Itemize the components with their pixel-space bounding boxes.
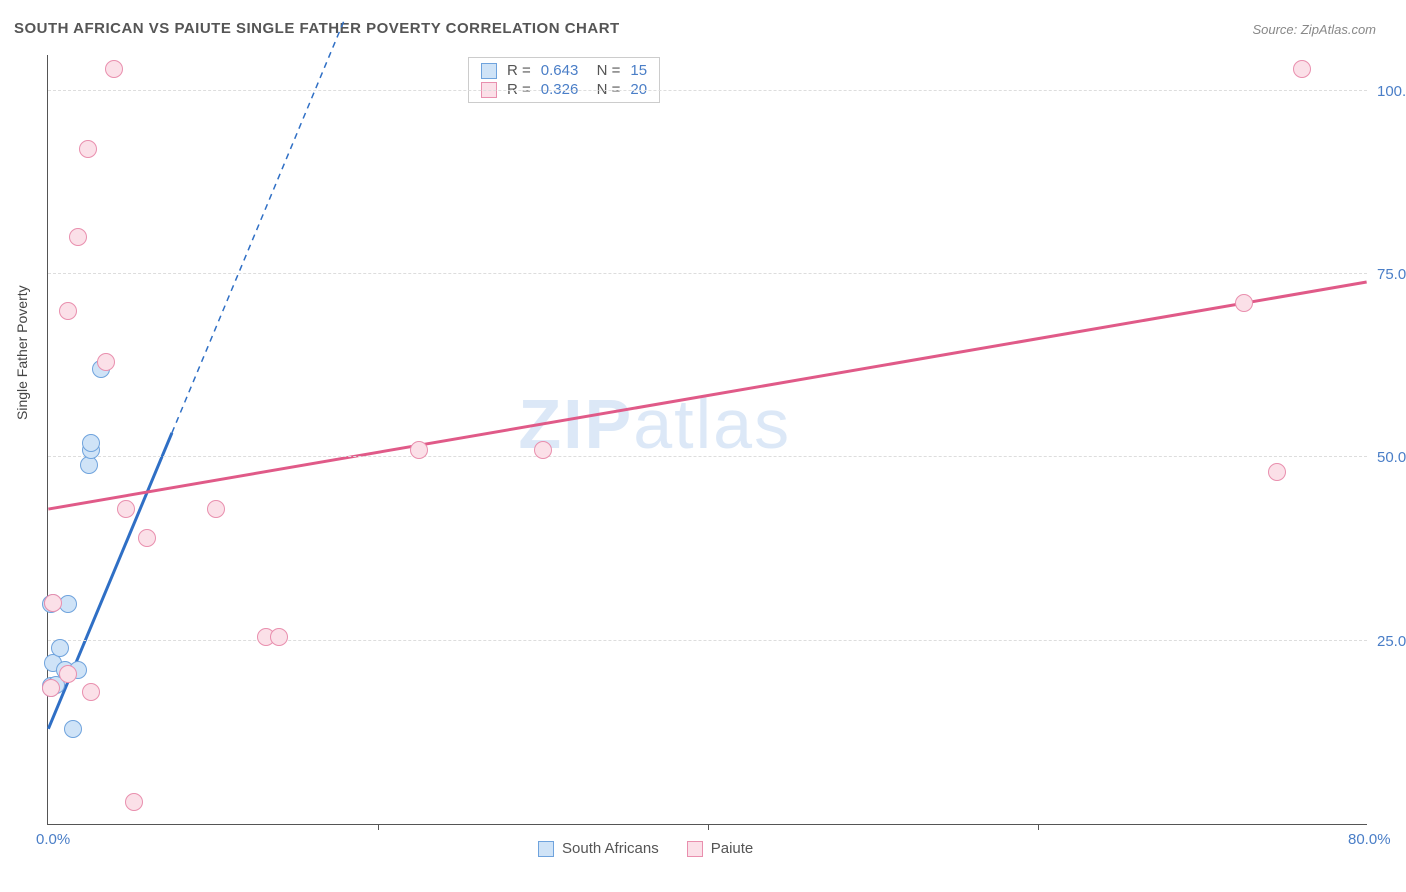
scatter-point bbox=[97, 353, 115, 371]
source-label: Source: ZipAtlas.com bbox=[1252, 22, 1376, 37]
scatter-point bbox=[51, 639, 69, 657]
legend-series-label: Paiute bbox=[711, 840, 754, 857]
legend-stats-row: R = 0.643 N = 15 bbox=[481, 62, 647, 79]
scatter-point bbox=[117, 500, 135, 518]
scatter-point bbox=[44, 594, 62, 612]
x-tick bbox=[708, 824, 709, 830]
x-tick bbox=[378, 824, 379, 830]
plot-area: ZIPatlas R = 0.643 N = 15R = 0.326 N = 2… bbox=[47, 55, 1367, 825]
scatter-point bbox=[59, 302, 77, 320]
watermark-light: atlas bbox=[633, 385, 791, 463]
gridline-h bbox=[48, 90, 1367, 91]
x-tick-label: 0.0% bbox=[36, 831, 70, 848]
scatter-point bbox=[42, 679, 60, 697]
x-tick bbox=[1038, 824, 1039, 830]
gridline-h bbox=[48, 456, 1367, 457]
legend-R-value: 0.643 bbox=[541, 62, 579, 79]
watermark: ZIPatlas bbox=[518, 384, 791, 464]
scatter-point bbox=[105, 60, 123, 78]
legend-series-item: Paiute bbox=[687, 840, 754, 857]
legend-swatch bbox=[538, 841, 554, 857]
scatter-point bbox=[1293, 60, 1311, 78]
legend-series-label: South Africans bbox=[562, 840, 659, 857]
legend-N-value: 15 bbox=[630, 62, 647, 79]
x-tick-label: 80.0% bbox=[1348, 831, 1391, 848]
y-tick-label: 75.0% bbox=[1377, 266, 1406, 283]
scatter-point bbox=[69, 228, 87, 246]
chart-title: SOUTH AFRICAN VS PAIUTE SINGLE FATHER PO… bbox=[14, 20, 620, 37]
legend-swatch bbox=[687, 841, 703, 857]
scatter-point bbox=[79, 140, 97, 158]
y-tick-label: 50.0% bbox=[1377, 449, 1406, 466]
y-axis-label: Single Father Poverty bbox=[14, 285, 30, 420]
legend-series-item: South Africans bbox=[538, 840, 659, 857]
scatter-point bbox=[59, 665, 77, 683]
legend-R-label: R = bbox=[507, 62, 531, 79]
scatter-point bbox=[207, 500, 225, 518]
legend-series: South Africans Paiute bbox=[538, 840, 753, 857]
scatter-point bbox=[410, 441, 428, 459]
scatter-point bbox=[138, 529, 156, 547]
scatter-point bbox=[1268, 463, 1286, 481]
gridline-h bbox=[48, 640, 1367, 641]
gridline-h bbox=[48, 273, 1367, 274]
scatter-point bbox=[125, 793, 143, 811]
scatter-point bbox=[270, 628, 288, 646]
scatter-point bbox=[82, 683, 100, 701]
scatter-point bbox=[534, 441, 552, 459]
scatter-point bbox=[64, 720, 82, 738]
scatter-point bbox=[82, 434, 100, 452]
y-tick-label: 100.0% bbox=[1377, 83, 1406, 100]
legend-stats: R = 0.643 N = 15R = 0.326 N = 20 bbox=[468, 57, 660, 103]
y-tick-label: 25.0% bbox=[1377, 633, 1406, 650]
legend-N-label: N = bbox=[588, 62, 620, 79]
legend-swatch bbox=[481, 63, 497, 79]
trend-lines-svg bbox=[48, 55, 1367, 824]
scatter-point bbox=[1235, 294, 1253, 312]
